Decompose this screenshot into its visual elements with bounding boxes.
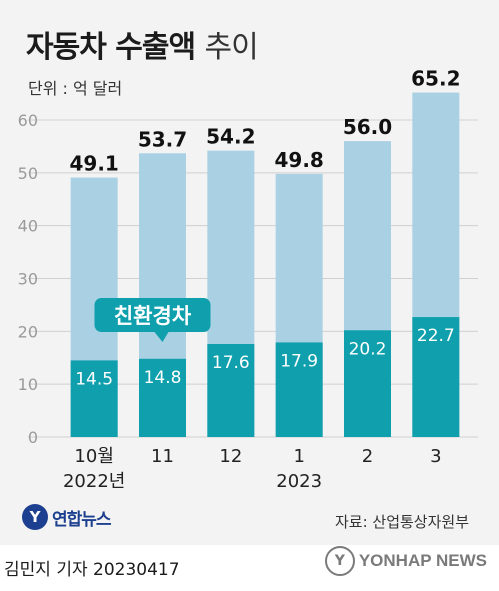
eco-car-bar (207, 344, 255, 437)
eco-car-callout-box (94, 298, 211, 332)
yonhap-news-logo: Y YONHAP NEWS (324, 546, 487, 576)
y-tick-label: 20 (18, 322, 38, 341)
eco-car-bar (412, 317, 460, 437)
byline: 김민지 기자 20230417 (4, 560, 180, 580)
total-value-label: 65.2 (411, 67, 460, 91)
source-note: 자료: 산업통상자원부 (334, 513, 469, 531)
x-category-label: 10월 (74, 446, 113, 467)
eco-car-bar (139, 358, 186, 437)
yonhap-logo-text: 연합뉴스 (52, 509, 112, 530)
y-tick-label: 60 (18, 111, 38, 130)
eco-car-callout-pointer (154, 332, 169, 342)
yonhap-logo-icon: Y (22, 504, 48, 530)
x-category-label: 2 (362, 446, 373, 467)
bar-chart: 0 10 20 30 40 50 60 49.1 14.5 10월 2022년 53.7 14.8 11 5… (18, 67, 478, 492)
eco-value-label: 14.8 (144, 368, 182, 388)
eco-value-label: 14.5 (75, 369, 113, 389)
total-value-label: 56.0 (343, 115, 392, 139)
eco-car-bar (344, 330, 391, 437)
chart-title: 자동차 수출액 추이 (26, 22, 259, 66)
infographic-card: 자동차 수출액 추이 단위 : 억 달러 0 10 20 30 40 50 60 49.1 14… (0, 0, 499, 545)
x-category-label: 1 (293, 446, 304, 467)
eco-value-label: 17.6 (212, 353, 250, 373)
eco-value-label: 22.7 (417, 326, 455, 346)
x-year-label: 2023 (276, 471, 322, 492)
yonhap-news-icon: Y (324, 546, 355, 576)
eco-value-label: 20.2 (349, 339, 387, 359)
y-tick-label: 30 (18, 270, 38, 289)
unit-label: 단위 : 억 달러 (28, 79, 123, 98)
title-main: 자동차 수출액 (26, 30, 196, 65)
eco-car-bar (275, 342, 323, 437)
title-sub: 추이 (204, 30, 259, 65)
eco-car-bar (70, 360, 118, 437)
total-value-label: 49.8 (274, 148, 323, 172)
total-value-label: 49.1 (69, 152, 118, 176)
x-year-label: 2022년 (63, 471, 125, 492)
yonhap-news-text: YONHAP NEWS (358, 551, 487, 570)
y-tick-label: 40 (18, 217, 38, 236)
total-value-label: 53.7 (138, 127, 187, 151)
x-category-label: 11 (151, 446, 174, 467)
eco-car-callout-label: 친환경차 (114, 304, 192, 328)
x-category-label: 12 (219, 446, 242, 467)
y-tick-label: 50 (18, 164, 38, 183)
total-value-label: 54.2 (206, 125, 255, 149)
y-tick-label: 10 (18, 375, 38, 394)
yonhap-logo: Y 연합뉴스 (22, 504, 112, 530)
y-tick-label: 0 (28, 428, 38, 447)
x-category-label: 3 (430, 446, 441, 467)
eco-value-label: 17.9 (280, 351, 318, 371)
